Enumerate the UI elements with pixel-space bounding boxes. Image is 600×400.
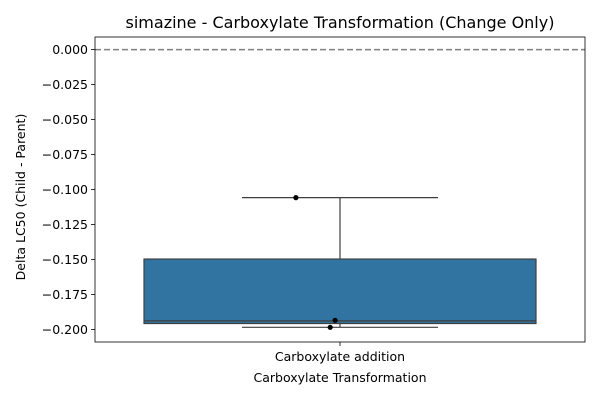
y-tick-label: −0.025	[42, 77, 88, 92]
y-tick-label: −0.100	[42, 182, 88, 197]
chart-title: simazine - Carboxylate Transformation (C…	[126, 13, 555, 32]
y-tick-label: −0.075	[42, 147, 88, 162]
x-axis-label: Carboxylate Transformation	[254, 370, 427, 385]
x-tick-label: Carboxylate addition	[275, 349, 405, 364]
data-point	[327, 324, 333, 330]
y-tick-label: −0.200	[42, 322, 88, 337]
y-tick-label: −0.125	[42, 217, 88, 232]
box-body	[143, 258, 537, 325]
y-tick-label: −0.150	[42, 252, 88, 267]
y-tick-label: −0.175	[42, 287, 88, 302]
y-tick-label: −0.050	[42, 112, 88, 127]
plot-frame	[94, 36, 586, 343]
y-tick-label: 0.000	[52, 42, 88, 57]
y-axis-label: Delta LC50 (Child - Parent)	[13, 114, 28, 281]
data-point	[293, 195, 299, 201]
plot-area: 0.000 −0.025 −0.050 −0.075 −0.100 −0.125 −0.15…	[42, 36, 586, 364]
data-point	[332, 317, 338, 323]
